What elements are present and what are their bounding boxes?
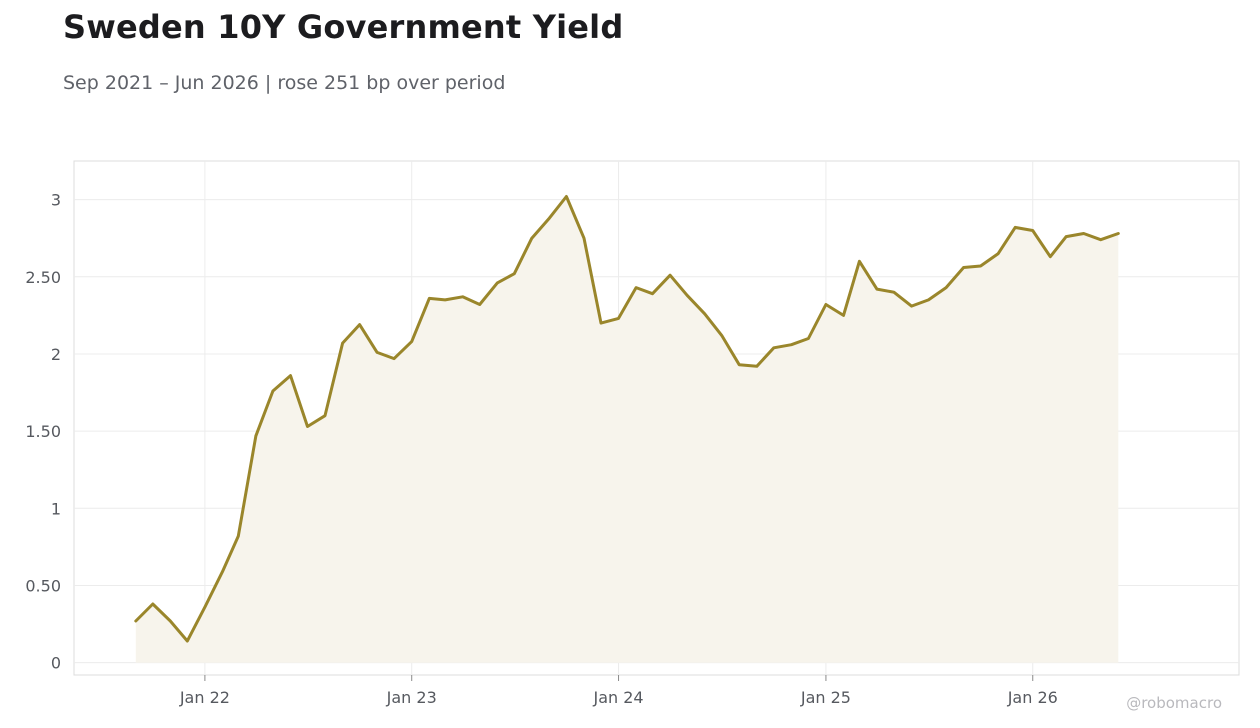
x-tick-label: Jan 26 [1007, 688, 1058, 707]
y-tick-label: 1.50 [25, 422, 61, 441]
y-tick-label: 0 [51, 654, 61, 673]
yield-series-line [134, 195, 1120, 643]
y-tick-label: 2.50 [25, 268, 61, 287]
x-tick-label: Jan 22 [179, 688, 230, 707]
yield-area-fill [135, 196, 1119, 663]
x-tick-label: Jan 24 [592, 688, 643, 707]
watermark: @robomacro [1126, 694, 1222, 712]
y-tick-label: 2 [51, 345, 61, 364]
chart-title: Sweden 10Y Government Yield [63, 8, 624, 46]
y-axis-ticks: 0 0.50 1 1.50 2 2.50 3 [25, 191, 61, 673]
y-tick-label: 3 [51, 191, 61, 210]
x-axis-ticks: Jan 22 Jan 23 Jan 24 Jan 25 Jan 26 [179, 675, 1058, 707]
y-tick-label: 0.50 [25, 576, 61, 595]
x-tick-label: Jan 25 [800, 688, 851, 707]
chart-subtitle: Sep 2021 – Jun 2026 | rose 251 bp over p… [63, 72, 506, 94]
x-tick-label: Jan 23 [386, 688, 437, 707]
y-tick-label: 1 [51, 499, 61, 518]
